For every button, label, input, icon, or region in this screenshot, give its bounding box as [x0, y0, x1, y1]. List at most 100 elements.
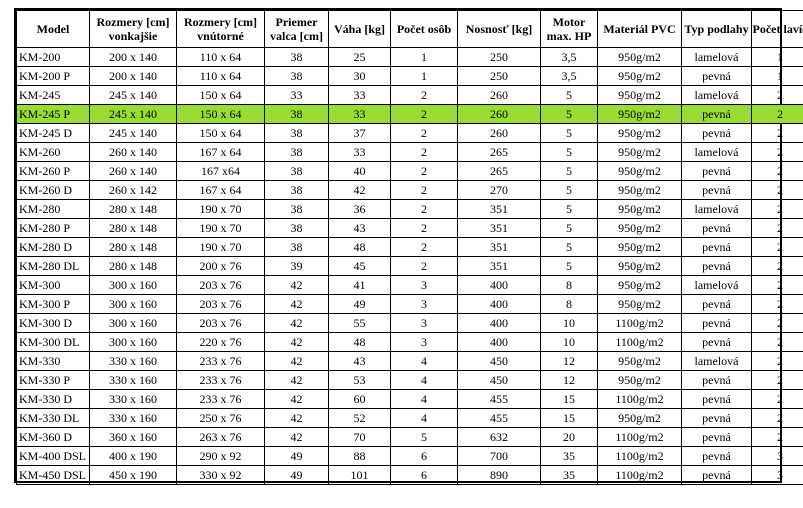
table-cell: 950g/m2: [597, 104, 682, 124]
table-cell: 950g/m2: [597, 370, 682, 390]
table-row: KM-260 260 x 140 167 x 64 38 33 2 265 5 950g/m2 l…: [16, 142, 803, 162]
table-cell: lamelová: [681, 351, 752, 371]
model-cell: KM-200 P: [16, 66, 90, 86]
table-cell: 2: [751, 408, 803, 428]
table-cell: 4: [390, 389, 458, 409]
table-cell: pevná: [681, 237, 752, 257]
table-cell: 2: [390, 218, 458, 238]
table-cell: 190 x 70: [176, 199, 265, 219]
table-cell: pevná: [681, 256, 752, 276]
table-cell: 38: [264, 47, 329, 67]
model-cell: KM-300 P: [16, 294, 90, 314]
table-cell: 2: [751, 294, 803, 314]
table-cell: 42: [264, 332, 329, 352]
table-cell: 400: [457, 275, 541, 295]
table-cell: 1: [751, 66, 803, 86]
table-cell: 1: [390, 66, 458, 86]
table-cell: 300 x 160: [89, 275, 177, 295]
table-cell: 260: [457, 104, 541, 124]
table-cell: 110 x 64: [176, 47, 265, 67]
table-cell: 38: [264, 180, 329, 200]
table-cell: 950g/m2: [597, 180, 682, 200]
column-header: Materiál PVC: [597, 10, 682, 48]
table-cell: 950g/m2: [597, 47, 682, 67]
table-cell: 38: [264, 142, 329, 162]
table-cell: 450: [457, 370, 541, 390]
table-cell: 3: [751, 465, 803, 485]
table-cell: 2: [390, 199, 458, 219]
table-cell: 455: [457, 389, 541, 409]
table-cell: 53: [328, 370, 391, 390]
table-cell: 400: [457, 313, 541, 333]
table-cell: 250: [457, 66, 541, 86]
table-cell: 190 x 70: [176, 237, 265, 257]
model-cell: KM-245: [16, 85, 90, 105]
table-cell: 290 x 92: [176, 446, 265, 466]
table-cell: 39: [264, 256, 329, 276]
table-cell: 4: [390, 408, 458, 428]
table-row: KM-330 DL 330 x 160 250 x 76 42 52 4 455 15 950g…: [16, 408, 803, 428]
table-cell: 280 x 148: [89, 256, 177, 276]
table-cell: 203 x 76: [176, 313, 265, 333]
table-row: KM-330 P 330 x 160 233 x 76 42 53 4 450 12 950g/…: [16, 370, 803, 390]
table-cell: 1: [390, 47, 458, 67]
table-cell: 5: [540, 142, 598, 162]
table-cell: 41: [328, 275, 391, 295]
table-cell: 2: [751, 313, 803, 333]
table-row: KM-360 D 360 x 160 263 x 76 42 70 5 632 20 1100g…: [16, 427, 803, 447]
table-row: KM-280 P 280 x 148 190 x 70 38 43 2 351 5 950g/m…: [16, 218, 803, 238]
table-cell: 5: [390, 427, 458, 447]
table-cell: 3: [751, 446, 803, 466]
table-cell: 2: [751, 123, 803, 143]
table-cell: 2: [751, 237, 803, 257]
column-header: Počet osôb: [390, 10, 458, 48]
table-cell: 8: [540, 294, 598, 314]
table-cell: 150 x 64: [176, 85, 265, 105]
table-cell: 3: [390, 294, 458, 314]
table-cell: 10: [540, 332, 598, 352]
model-cell: KM-330 P: [16, 370, 90, 390]
table-body: KM-200 200 x 140 110 x 64 38 25 1 250 3,5 950g/m…: [16, 47, 803, 485]
table-cell: 1100g/m2: [597, 389, 682, 409]
table-cell: 260 x 142: [89, 180, 177, 200]
table-cell: 15: [540, 389, 598, 409]
table-cell: 2: [751, 351, 803, 371]
table-cell: 200 x 76: [176, 256, 265, 276]
header-row: Model Rozmery [cm] vonkajšie Rozmery [cm] …: [16, 10, 803, 48]
table-cell: pevná: [681, 332, 752, 352]
table-cell: 700: [457, 446, 541, 466]
table-cell: 200 x 140: [89, 66, 177, 86]
table-cell: 55: [328, 313, 391, 333]
table-cell: 25: [328, 47, 391, 67]
table-cell: pevná: [681, 66, 752, 86]
table-row: KM-245 D 245 x 140 150 x 64 38 37 2 260 5 950g/m…: [16, 123, 803, 143]
table-cell: 15: [540, 408, 598, 428]
table-row: KM-260 P 260 x 140 167 x64 38 40 2 265 5 950g/m2…: [16, 161, 803, 181]
table-cell: 2: [751, 180, 803, 200]
table-cell: 950g/m2: [597, 237, 682, 257]
table-cell: 1100g/m2: [597, 313, 682, 333]
table-cell: 3: [390, 332, 458, 352]
table-row: KM-280 D 280 x 148 190 x 70 38 48 2 351 5 950g/m…: [16, 237, 803, 257]
table-cell: 351: [457, 237, 541, 257]
model-cell: KM-280 D: [16, 237, 90, 257]
table-cell: pevná: [681, 465, 752, 485]
table-cell: 2: [751, 218, 803, 238]
table-cell: 233 x 76: [176, 351, 265, 371]
table-cell: 38: [264, 123, 329, 143]
table-cell: pevná: [681, 218, 752, 238]
model-cell: KM-360 D: [16, 427, 90, 447]
table-cell: 260: [457, 123, 541, 143]
table-cell: 42: [264, 427, 329, 447]
table-cell: 5: [540, 104, 598, 124]
table-row: KM-260 D 260 x 142 167 x 64 38 42 2 270 5 950g/m…: [16, 180, 803, 200]
table-cell: lamelová: [681, 85, 752, 105]
table-cell: 167 x64: [176, 161, 265, 181]
model-cell: KM-280 P: [16, 218, 90, 238]
column-header: Váha [kg]: [328, 10, 391, 48]
table-cell: 2: [751, 332, 803, 352]
table-cell: 890: [457, 465, 541, 485]
table-cell: 101: [328, 465, 391, 485]
spec-table: Model Rozmery [cm] vonkajšie Rozmery [cm] …: [16, 10, 803, 485]
column-header: Model: [16, 10, 90, 48]
